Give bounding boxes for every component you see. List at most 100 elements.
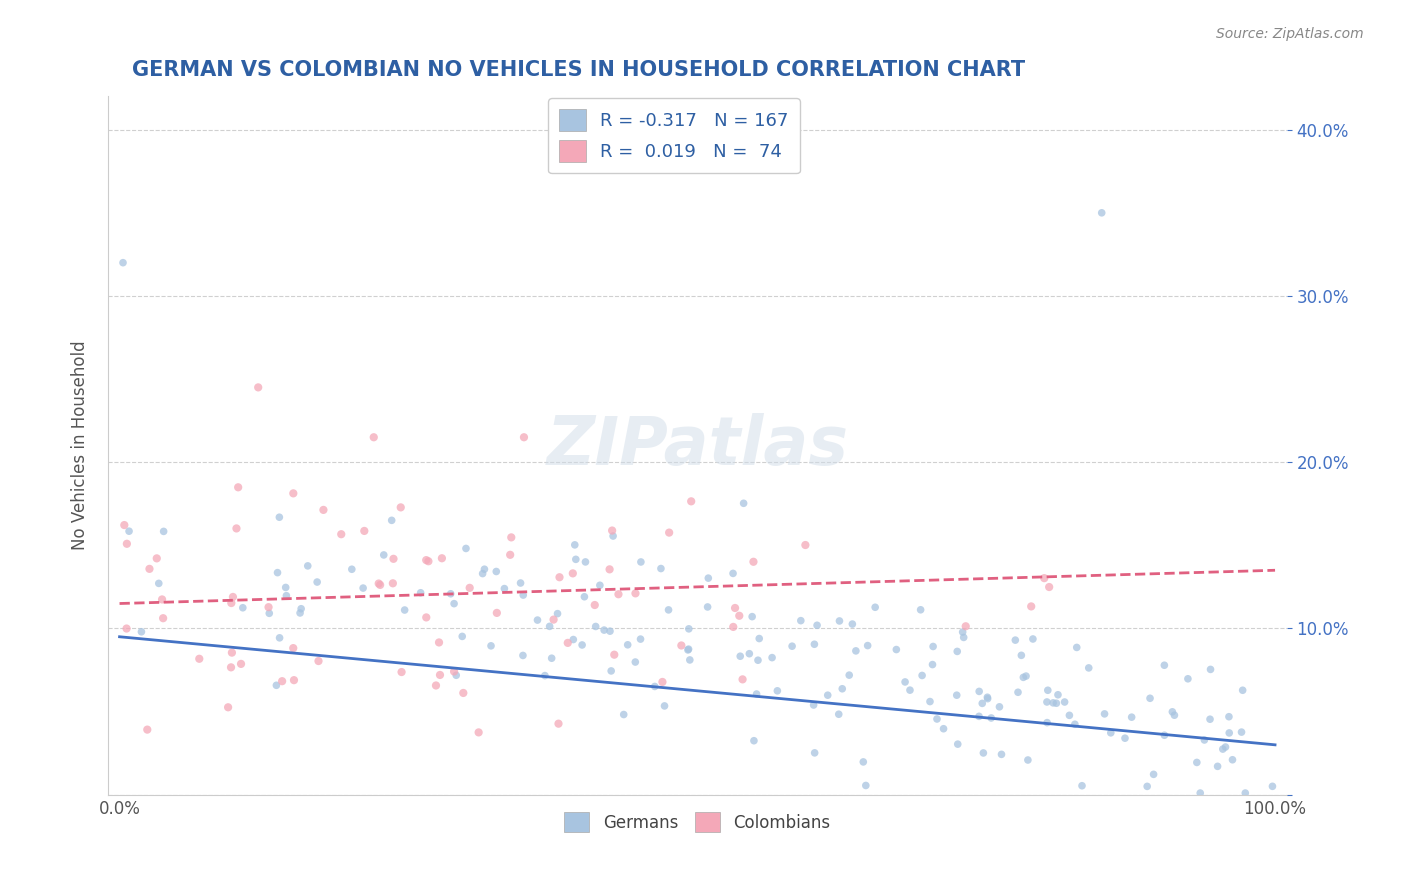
Point — [1036, 695, 1059, 709]
Point — [724, 601, 747, 615]
Point — [269, 631, 291, 645]
Y-axis label: No Vehicles in Household: No Vehicles in Household — [72, 341, 89, 550]
Point — [651, 675, 673, 690]
Point — [1010, 648, 1032, 663]
Point — [741, 609, 763, 624]
Point — [624, 655, 647, 669]
Point — [232, 600, 254, 615]
Point — [828, 707, 851, 722]
Point — [841, 617, 863, 632]
Point — [585, 619, 607, 633]
Point — [1033, 571, 1056, 585]
Point — [352, 581, 374, 595]
Point — [742, 555, 765, 569]
Point — [1139, 691, 1161, 706]
Point — [1232, 683, 1254, 698]
Point — [540, 651, 562, 665]
Point — [733, 496, 755, 510]
Point — [980, 711, 1002, 725]
Point — [731, 673, 754, 687]
Point — [1121, 710, 1143, 724]
Point — [425, 678, 447, 692]
Point — [454, 541, 477, 556]
Point — [863, 600, 886, 615]
Point — [607, 587, 630, 601]
Point — [427, 635, 450, 649]
Point — [1114, 731, 1136, 746]
Point — [391, 665, 413, 679]
Point — [415, 553, 437, 567]
Point — [925, 712, 948, 726]
Point — [955, 619, 977, 633]
Point — [1189, 786, 1212, 800]
Point — [952, 625, 974, 640]
Point — [976, 691, 998, 706]
Point — [600, 524, 623, 538]
Point — [467, 725, 489, 739]
Point — [803, 698, 825, 712]
Point — [1019, 599, 1042, 614]
Point — [1161, 705, 1184, 719]
Point — [353, 524, 375, 538]
Point — [1261, 780, 1284, 794]
Point — [1046, 688, 1069, 702]
Point — [828, 614, 851, 628]
Point — [381, 513, 404, 527]
Point — [111, 255, 134, 269]
Point — [458, 581, 481, 595]
Point — [269, 510, 291, 524]
Point — [967, 684, 990, 698]
Point — [831, 681, 853, 696]
Point — [678, 622, 700, 636]
Point — [910, 603, 932, 617]
Point — [1230, 725, 1253, 739]
Point — [501, 530, 523, 544]
Point — [115, 537, 138, 551]
Point — [219, 660, 242, 674]
Point — [283, 486, 305, 500]
Point — [1064, 717, 1087, 731]
Point — [967, 709, 990, 723]
Point — [494, 582, 516, 596]
Point — [1142, 767, 1164, 781]
Point — [274, 581, 297, 595]
Point — [543, 613, 565, 627]
Point — [723, 620, 745, 634]
Point — [972, 697, 994, 711]
Point — [547, 607, 569, 621]
Point — [589, 578, 612, 592]
Point — [894, 675, 917, 690]
Point — [229, 657, 252, 671]
Point — [922, 640, 945, 654]
Point — [430, 551, 453, 566]
Point — [794, 538, 817, 552]
Point — [1012, 670, 1035, 684]
Point — [534, 668, 557, 682]
Point — [443, 597, 465, 611]
Point — [738, 647, 761, 661]
Point — [856, 639, 879, 653]
Point — [247, 380, 270, 394]
Point — [911, 668, 934, 682]
Point — [226, 480, 249, 494]
Point — [838, 668, 860, 682]
Point — [152, 524, 174, 539]
Point — [222, 590, 245, 604]
Point — [526, 613, 548, 627]
Point — [363, 430, 385, 444]
Point — [654, 698, 676, 713]
Point — [696, 599, 718, 614]
Point — [266, 678, 288, 692]
Point — [1015, 669, 1038, 683]
Point — [131, 624, 153, 639]
Point — [418, 554, 440, 568]
Point — [599, 562, 621, 576]
Point — [499, 548, 522, 562]
Point — [761, 650, 783, 665]
Point — [561, 566, 583, 581]
Point — [562, 632, 585, 647]
Point — [1036, 683, 1059, 698]
Point — [512, 648, 534, 663]
Point — [565, 552, 588, 566]
Point — [312, 503, 335, 517]
